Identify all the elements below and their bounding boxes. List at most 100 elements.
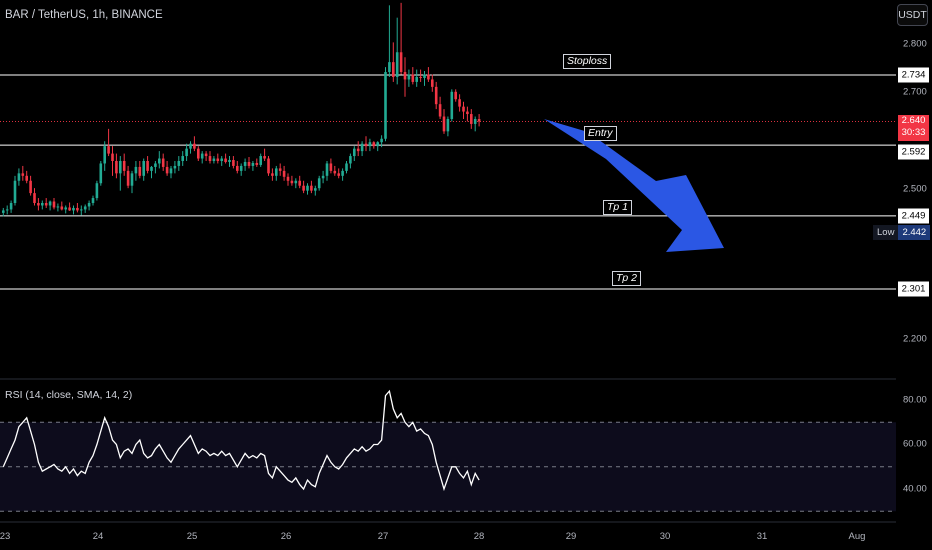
candle-body (438, 104, 442, 117)
candle-body (317, 178, 321, 189)
candle-body (56, 206, 60, 208)
candle-body (298, 180, 301, 186)
candle-body (72, 207, 75, 211)
candle-body (119, 160, 122, 174)
candle-body (80, 209, 83, 211)
candle-body (462, 106, 465, 112)
candle-body (388, 62, 391, 73)
candle-body (372, 142, 376, 147)
last-price-badge: 2.640 30:33 (898, 115, 929, 141)
candle-body (2, 210, 5, 213)
candle-body (399, 52, 403, 73)
time-tick: 31 (756, 531, 768, 542)
time-tick: Aug (848, 531, 866, 542)
candle-body (228, 160, 231, 162)
tp1-label[interactable]: Tp 1 (603, 200, 633, 215)
candle-body (189, 143, 192, 149)
candle-body (310, 185, 313, 191)
candle-body (360, 143, 364, 152)
entry-label[interactable]: Entry (584, 126, 617, 141)
candle-body (267, 158, 270, 174)
candle-body (384, 72, 387, 139)
candle-body (395, 52, 399, 77)
time-tick: 24 (92, 531, 104, 542)
rsi-tick: 40.00 (903, 483, 927, 495)
candle-body (431, 79, 434, 87)
candle-body (5, 209, 9, 211)
rsi-tick: 60.00 (903, 438, 927, 450)
rsi-title[interactable]: RSI (14, close, SMA, 14, 2) (5, 389, 133, 401)
candle-body (427, 74, 430, 80)
grid (0, 378, 896, 523)
candle-body (403, 72, 407, 80)
candle-body (146, 160, 149, 171)
time-tick: 27 (377, 531, 389, 542)
candle-body (477, 118, 481, 122)
candle-body (115, 160, 118, 174)
stoploss-price-label: 2.734 (898, 67, 929, 83)
candle-body (302, 185, 305, 191)
candle-body (356, 148, 360, 152)
currency-button[interactable]: USDT (897, 4, 928, 26)
candle-body (37, 203, 40, 206)
stoploss-label[interactable]: Stoploss (563, 54, 612, 69)
candle-body (275, 168, 278, 176)
candle-body (208, 156, 212, 161)
rsi-tick: 80.00 (903, 394, 927, 406)
candle-body (204, 153, 208, 157)
candle-body (224, 158, 227, 162)
candle-body (353, 148, 356, 157)
candle-body (200, 153, 204, 159)
candle-body (17, 173, 21, 181)
candle-body (173, 165, 177, 169)
candle-body (130, 173, 134, 186)
candle-body (21, 173, 25, 176)
candle-body (259, 156, 262, 165)
candle-body (91, 198, 95, 204)
candle-body (13, 180, 17, 204)
price-tick: 2.500 (903, 183, 927, 195)
candle-body (48, 201, 52, 206)
candle-body (111, 153, 114, 161)
candle-body (392, 62, 395, 77)
candle-body (64, 207, 67, 210)
candle-body (341, 170, 344, 176)
candle-body (263, 156, 266, 159)
candle-body (165, 166, 169, 174)
candle-body (181, 156, 184, 161)
candle-body (470, 114, 473, 124)
candle-body (349, 156, 352, 164)
candle-body (255, 162, 259, 165)
candle-body (25, 175, 28, 181)
candle-body (247, 161, 251, 166)
candle-body (150, 166, 153, 171)
candle-body (52, 201, 56, 208)
candle-body (368, 142, 372, 147)
candle-body (122, 160, 126, 171)
candle-body (466, 111, 469, 115)
candle-body (450, 91, 454, 119)
candle-body (325, 163, 329, 176)
tp2-label[interactable]: Tp 2 (612, 271, 642, 286)
candle-body (321, 175, 325, 179)
candle-body (87, 203, 91, 207)
candle-body (95, 183, 99, 199)
time-tick: 26 (280, 531, 292, 542)
candle-body (9, 203, 13, 210)
candlestick-series (2, 2, 481, 217)
bar-countdown: 30:33 (901, 127, 926, 138)
candle-body (423, 74, 426, 78)
level-lines (0, 74, 896, 290)
tp1-price-label: 2.449 (898, 208, 929, 224)
candle-body (306, 185, 309, 191)
candle-body (282, 170, 286, 177)
candle-body (83, 206, 87, 210)
candle-body (193, 143, 196, 149)
candle-body (68, 207, 71, 211)
candle-body (126, 170, 130, 186)
symbol-title[interactable]: BAR / TetherUS, 1h, BINANCE (5, 9, 163, 21)
down-arrow (544, 119, 724, 252)
low-price-badge: Low 2.442 (873, 225, 931, 240)
forecast-arrow (544, 119, 724, 252)
